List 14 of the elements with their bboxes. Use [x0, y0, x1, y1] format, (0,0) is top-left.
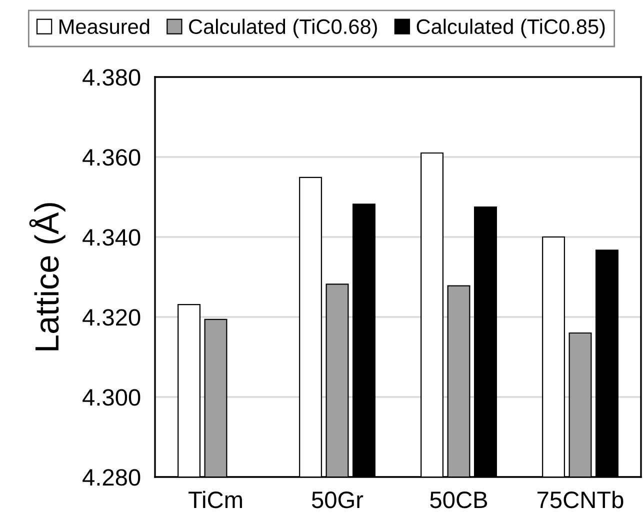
x-tick-label: 75CNTb [538, 490, 624, 508]
y-axis-title: Lattice (Å) [29, 203, 66, 350]
x-tick-label: TiCm [188, 490, 242, 508]
y-tick-label: 4.380 [82, 69, 140, 86]
legend-label: Calculated (TiC0.85) [416, 18, 605, 38]
y-tick-label: 4.280 [82, 469, 140, 486]
x-tick-label: 50CB [430, 492, 488, 508]
y-tick-label: 4.340 [82, 229, 140, 246]
x-tick-label: 50Gr [312, 492, 364, 508]
legend-label: Measured [60, 18, 150, 34]
y-tick-label: 4.300 [82, 389, 140, 406]
legend-label: Calculated (TiC0.68) [189, 18, 377, 38]
y-tick-label: 4.320 [82, 309, 140, 326]
y-tick-label: 4.360 [82, 149, 140, 166]
